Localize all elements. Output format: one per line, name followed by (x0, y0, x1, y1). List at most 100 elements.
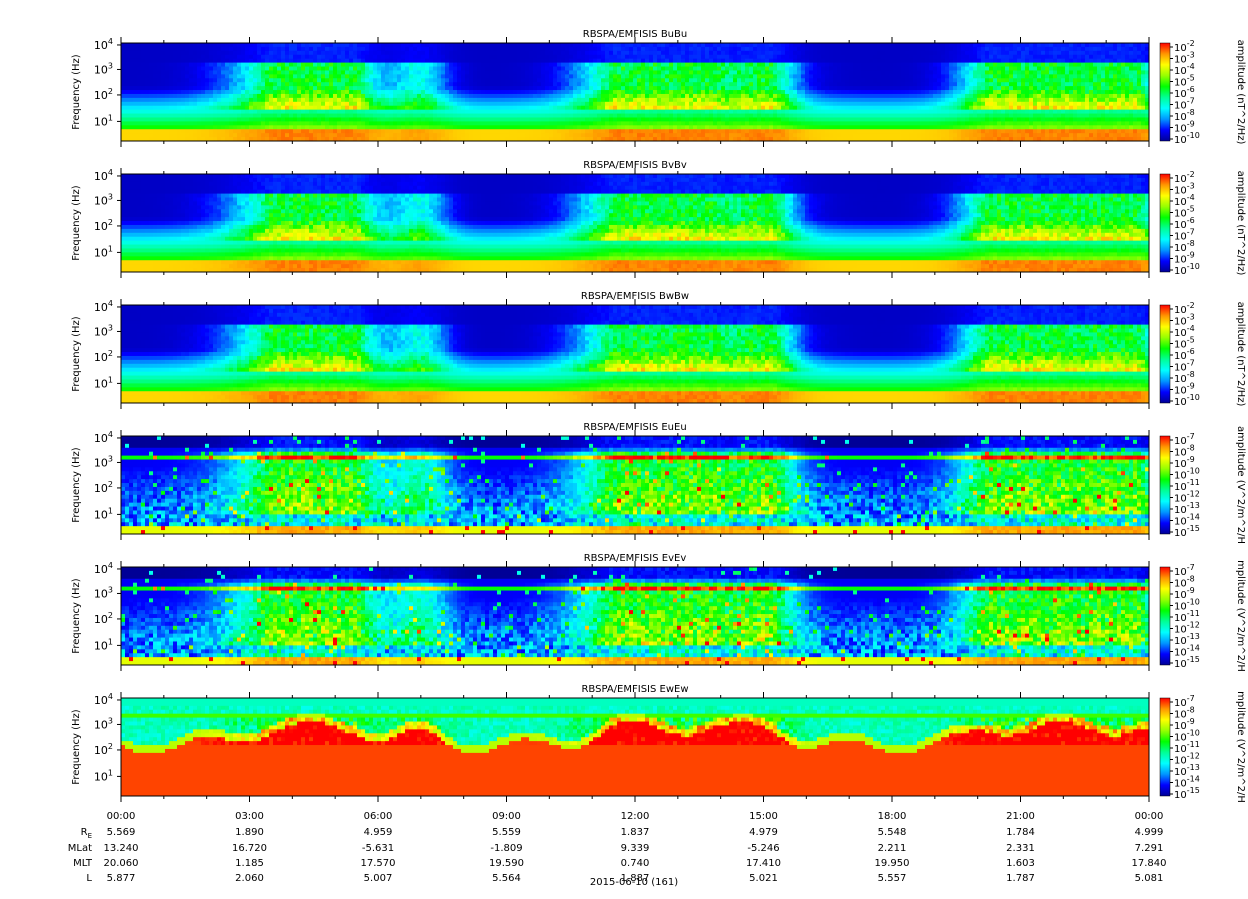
spectrogram-image (121, 174, 1149, 272)
ephemeris-value: 16.720 (232, 843, 267, 854)
ephemeris-value: 1.185 (235, 858, 264, 869)
y-tick-label: 103 (94, 323, 113, 338)
ephemeris-value: 1.890 (235, 827, 264, 838)
colorbar (1159, 42, 1171, 142)
ephemeris-value: 4.999 (1135, 827, 1164, 838)
colorbar (1159, 304, 1171, 404)
x-tick-label: 18:00 (878, 811, 907, 822)
y-tick-label: 101 (94, 375, 113, 390)
x-tick-label: 12:00 (621, 811, 650, 822)
y-tick-label: 101 (94, 768, 113, 783)
ephemeris-value: 5.557 (878, 873, 907, 884)
y-axis-label: Frequency (Hz) (71, 578, 82, 654)
ephemeris-value: 20.060 (104, 858, 139, 869)
spectrogram-image (121, 436, 1149, 534)
colorbar-tick-label: 10-13 (1174, 632, 1200, 647)
colorbar-tick-label: 10-3 (1174, 51, 1195, 66)
colorbar-tick-label: 10-12 (1174, 752, 1200, 767)
panel-title: RBSPA/EMFISIS BwBw (581, 291, 689, 302)
y-tick-label: 102 (94, 349, 113, 364)
ephemeris-value: 5.548 (878, 827, 907, 838)
ephemeris-value: 5.007 (364, 873, 393, 884)
colorbar-tick-label: 10-10 (1174, 262, 1200, 277)
y-tick-label: 103 (94, 192, 113, 207)
colorbar-tick-label: 10-7 (1174, 563, 1195, 578)
ephemeris-value: 2.060 (235, 873, 264, 884)
ephemeris-value: 9.339 (621, 843, 650, 854)
panel-title: RBSPA/EMFISIS BvBv (583, 160, 687, 171)
ephemeris-value: -5.631 (362, 843, 394, 854)
ephemeris-value: 7.291 (1135, 843, 1164, 854)
colorbar-tick-label: 10-10 (1174, 598, 1200, 613)
spectrogram-image (121, 567, 1149, 665)
panel-eueu: RBSPA/EMFISIS EuEu 101 102 103 104 Frequency … (71, 422, 1246, 544)
colorbar-tick-label: 10-15 (1174, 786, 1200, 801)
colorbar-tick-label: 10-8 (1174, 706, 1195, 721)
x-tick-label: 03:00 (235, 811, 264, 822)
colorbar-tick-label: 10-2 (1174, 301, 1195, 316)
ephemeris-value: 5.559 (492, 827, 521, 838)
colorbar-tick-label: 10-6 (1174, 85, 1195, 100)
ephemeris-label: RE (81, 827, 92, 840)
y-tick-label: 103 (94, 454, 113, 469)
panel-bwbw: RBSPA/EMFISIS BwBw 101 102 103 104 Frequency … (71, 291, 1246, 409)
colorbar-tick-label: 10-15 (1174, 655, 1200, 670)
colorbar (1159, 697, 1171, 797)
ephemeris-label: MLT (73, 858, 93, 869)
spectrogram-image (121, 305, 1149, 403)
y-tick-label: 104 (94, 37, 113, 52)
ephemeris-value: 2.331 (1006, 843, 1035, 854)
ephemeris-value: -5.246 (747, 843, 779, 854)
colorbar-tick-label: 10-6 (1174, 347, 1195, 362)
ephemeris-value: 5.564 (492, 873, 521, 884)
colorbar-label: amplitude (V^2/m^2/H (1235, 426, 1246, 544)
spectrogram-image (121, 698, 1149, 796)
colorbar-tick-label: 10-11 (1174, 478, 1200, 493)
panel-bvbv: RBSPA/EMFISIS BvBv 101 102 103 104 Frequency … (71, 160, 1246, 278)
y-tick-label: 104 (94, 299, 113, 314)
ephemeris-value: 4.959 (364, 827, 393, 838)
y-axis-label: Frequency (Hz) (71, 316, 82, 392)
colorbar-tick-label: 10-5 (1174, 336, 1195, 351)
y-axis-label: Frequency (Hz) (71, 54, 82, 130)
panel-title: RBSPA/EMFISIS BuBu (583, 29, 687, 40)
y-tick-label: 102 (94, 480, 113, 495)
panel-title: RBSPA/EMFISIS EvEv (584, 553, 687, 564)
colorbar-tick-label: 10-15 (1174, 524, 1200, 539)
colorbar-label: amplitude (nT^2/Hz) (1235, 302, 1246, 407)
y-axis-label: Frequency (Hz) (71, 447, 82, 523)
colorbar-tick-label: 10-10 (1174, 467, 1200, 482)
y-tick-label: 104 (94, 430, 113, 445)
colorbar (1159, 566, 1171, 666)
x-tick-label: 21:00 (1006, 811, 1035, 822)
colorbar-tick-label: 10-14 (1174, 775, 1200, 790)
ephemeris-value: 5.021 (749, 873, 778, 884)
ephemeris-value: 17.410 (746, 858, 781, 869)
colorbar-tick-label: 10-8 (1174, 108, 1195, 123)
ephemeris-value: 4.979 (749, 827, 778, 838)
colorbar-tick-label: 10-10 (1174, 131, 1200, 146)
panel-ewew: RBSPA/EMFISIS EwEw 101 102 103 104 Frequency … (71, 684, 1246, 803)
colorbar-tick-label: 10-9 (1174, 120, 1195, 135)
colorbar-tick-label: 10-9 (1174, 382, 1195, 397)
ephemeris-value: 1.603 (1006, 858, 1035, 869)
ephemeris-value: -1.809 (490, 843, 522, 854)
colorbar-tick-label: 10-6 (1174, 216, 1195, 231)
colorbar-label: amplitude (nT^2/Hz) (1235, 171, 1246, 276)
colorbar (1159, 435, 1171, 535)
y-tick-label: 103 (94, 716, 113, 731)
ephemeris-value: 19.590 (489, 858, 524, 869)
x-tick-label: 15:00 (749, 811, 778, 822)
y-tick-label: 101 (94, 506, 113, 521)
ephemeris-value: 2.211 (878, 843, 907, 854)
y-tick-label: 102 (94, 611, 113, 626)
ephemeris-value: 5.569 (107, 827, 136, 838)
ephemeris-value: 17.570 (361, 858, 396, 869)
ephemeris-labels: RE MLat MLT L (68, 827, 93, 884)
colorbar-tick-label: 10-7 (1174, 228, 1195, 243)
colorbar-tick-label: 10-7 (1174, 359, 1195, 374)
ephemeris-value: 1.887 (621, 873, 650, 884)
y-tick-label: 104 (94, 168, 113, 183)
colorbar-tick-label: 10-8 (1174, 370, 1195, 385)
